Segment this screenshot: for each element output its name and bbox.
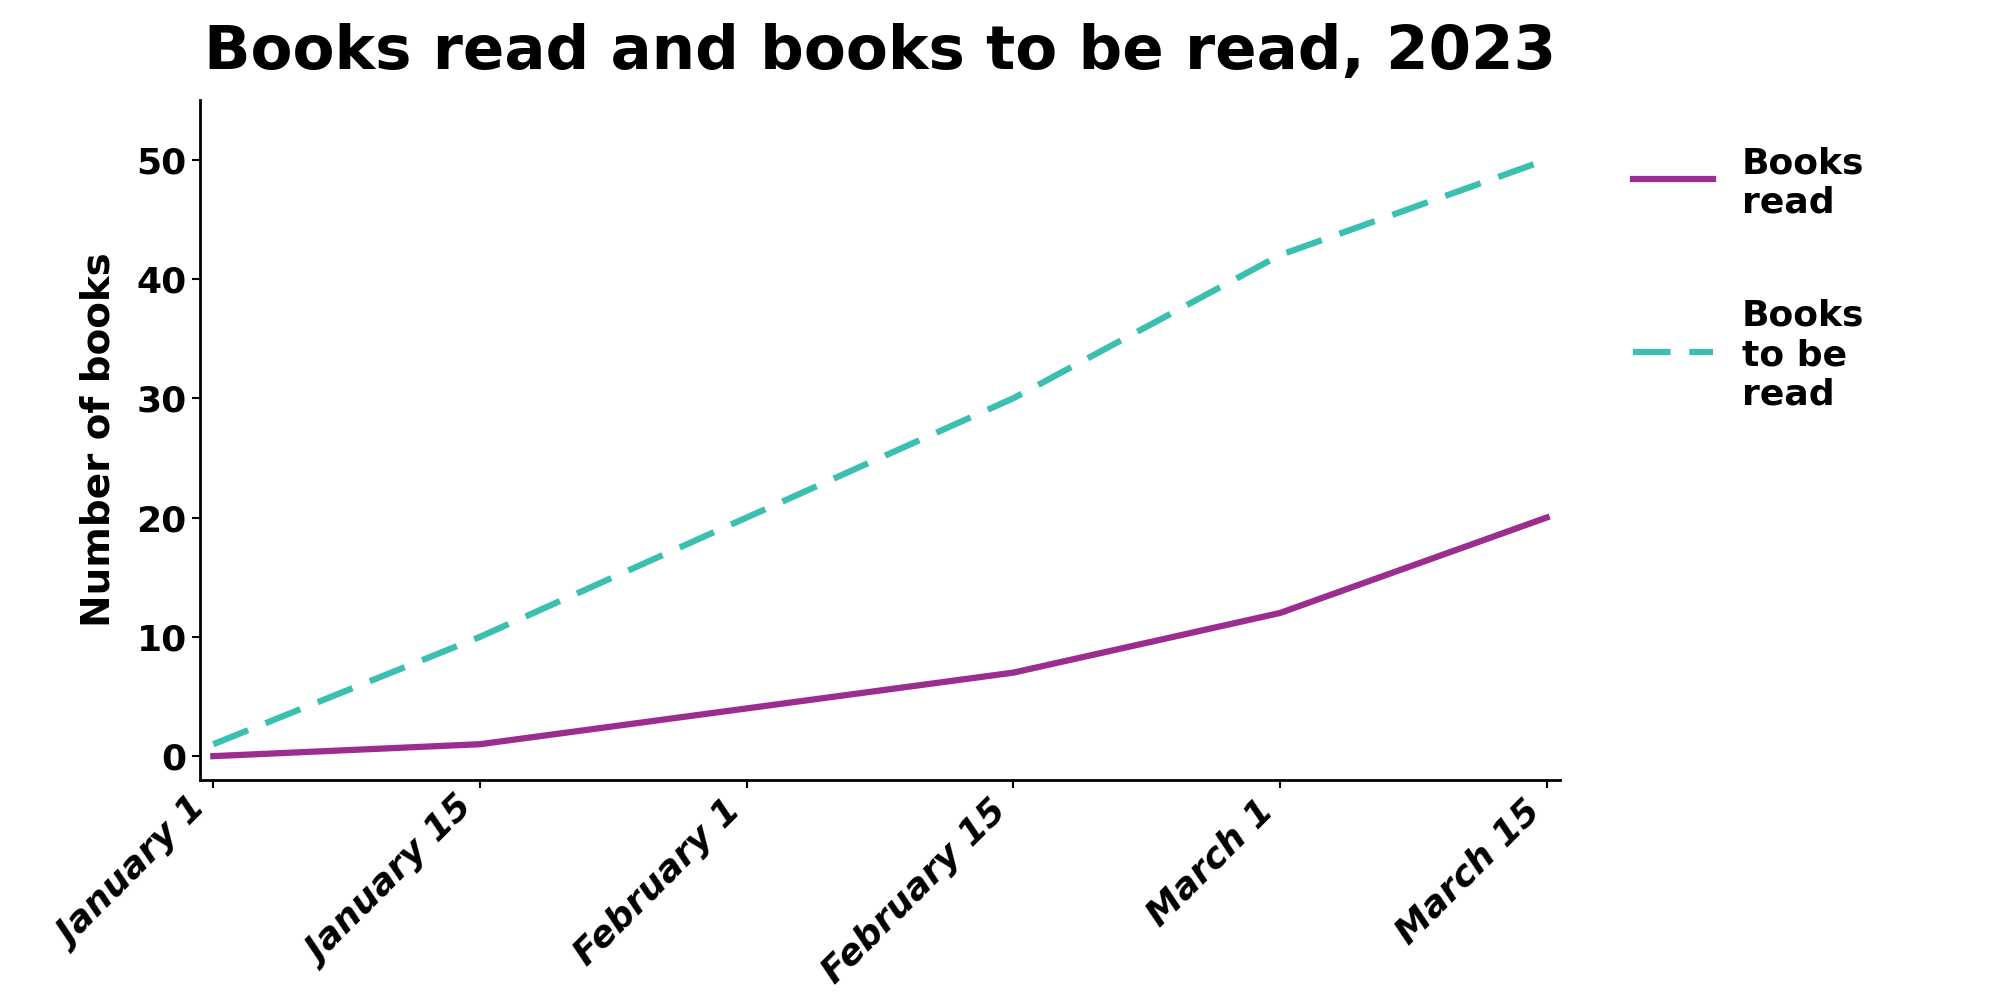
- Y-axis label: Number of books: Number of books: [80, 253, 118, 627]
- Legend: Books
read, Books
to be
read: Books read, Books to be read: [1618, 132, 1878, 426]
- Title: Books read and books to be read, 2023: Books read and books to be read, 2023: [204, 23, 1556, 82]
